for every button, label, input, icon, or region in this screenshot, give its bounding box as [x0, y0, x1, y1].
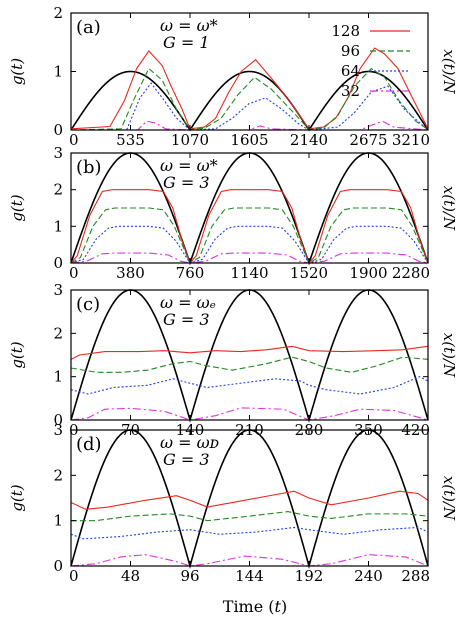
y-tick-label: 0: [53, 121, 63, 139]
y-axis-label-right: x(t)/N: [440, 186, 458, 231]
y-axis-label-right: x(t)/N: [440, 476, 458, 521]
x-tick-label: 1070: [171, 131, 209, 149]
x-tick-label: 48: [121, 567, 140, 585]
y-tick-label: 3: [53, 281, 63, 299]
series-96: [70, 67, 429, 131]
series-64: [71, 82, 429, 131]
series-128: [70, 490, 429, 510]
x-tick-label: 1140: [230, 264, 268, 282]
series-96: [70, 207, 429, 264]
series-32: [71, 120, 429, 131]
y-tick-label: 1: [53, 368, 63, 386]
series-96: [70, 356, 429, 373]
panel-b: 0 380 760 1140 1520 1900 2280 0 1 2 3 g(t) x(t)/N (b)…: [8, 144, 458, 282]
y-axis-label-right: x(t)/N: [440, 49, 458, 94]
x-tick-label: 2280: [392, 264, 430, 282]
omega-annotation: ω = ω*: [160, 16, 218, 35]
panel-label: (c): [76, 294, 100, 315]
panel-a: 0 535 1070 1605 2140 2675 3210 0 1 2 g(t) x(t)/N (a)…: [8, 4, 458, 149]
x-tick-label: 535: [116, 131, 145, 149]
x-tick-label: 760: [176, 264, 205, 282]
x-tick-label: 96: [180, 567, 199, 585]
y-tick-label: 0: [53, 411, 63, 429]
series-32: [70, 407, 429, 421]
y-tick-label: 1: [53, 512, 63, 530]
x-tick-label: 1520: [290, 264, 328, 282]
y-tick-label: 0: [53, 254, 63, 272]
series-32: [70, 554, 429, 567]
series-64: [70, 225, 429, 264]
legend-label: 128: [331, 22, 360, 40]
series-96: [71, 511, 429, 522]
y-axis-label-right: x(t)/N: [440, 333, 458, 378]
x-tick-label: 0: [69, 567, 79, 585]
x-axis-title: Time (t): [223, 597, 287, 616]
x-tick-label: 0: [69, 264, 79, 282]
x-tick-label: 380: [116, 264, 145, 282]
g-annotation: G = 3: [163, 173, 210, 192]
y-tick-label: 1: [53, 217, 63, 235]
y-tick-label: 2: [53, 324, 63, 342]
x-tick-label: 2140: [290, 131, 328, 149]
x-tick-label: 1605: [230, 131, 268, 149]
y-tick-label: 0: [53, 557, 63, 575]
legend-label: 96: [341, 42, 360, 60]
panel-label: (a): [76, 17, 101, 38]
y-axis-label: g(t): [8, 58, 26, 85]
y-tick-label: 2: [53, 181, 63, 199]
x-tick-label: 1900: [349, 264, 387, 282]
panel-label: (b): [76, 157, 102, 178]
y-axis-label: g(t): [8, 341, 26, 368]
x-tick-label: 0: [69, 131, 79, 149]
y-tick-label: 2: [53, 4, 63, 22]
series-128: [70, 189, 429, 265]
series-64: [70, 376, 429, 395]
y-tick-label: 2: [53, 466, 63, 484]
omega-annotation: ω = ωᴅ: [160, 433, 220, 452]
g-annotation: G = 1: [163, 33, 210, 52]
g-annotation: G = 3: [163, 450, 210, 469]
panel-d: 0 48 96 144 192 240 288 0 1 2 3 g(t) x(t)/N (d) ω = ωᴅ…: [8, 421, 458, 585]
plot-frame: [70, 289, 429, 421]
x-tick-label: 192: [295, 567, 324, 585]
y-axis-label: g(t): [8, 194, 26, 221]
x-over-N-curve: [70, 429, 429, 569]
y-axis-label: g(t): [8, 484, 26, 511]
plot-frame: [70, 429, 429, 567]
y-tick-label: 3: [53, 144, 63, 162]
omega-annotation: ω = ωₑ: [160, 293, 216, 312]
x-over-N-curve: [70, 289, 429, 423]
series-128: [70, 47, 429, 130]
omega-annotation: ω = ω*: [160, 156, 218, 175]
legend-label: 64: [341, 62, 360, 80]
series-32: [70, 252, 429, 264]
series-64: [70, 526, 429, 540]
legend-label: 32: [341, 82, 360, 100]
x-tick-label: 144: [235, 567, 264, 585]
x-tick-label: 2675: [349, 131, 387, 149]
panel-label: (d): [76, 434, 102, 455]
x-tick-label: 288: [401, 567, 430, 585]
y-tick-label: 3: [53, 421, 63, 439]
y-tick-label: 1: [53, 63, 63, 81]
x-tick-label: 240: [354, 567, 383, 585]
g-annotation: G = 3: [163, 310, 210, 329]
x-tick-label: 3210: [392, 131, 430, 149]
series-128: [70, 345, 429, 360]
